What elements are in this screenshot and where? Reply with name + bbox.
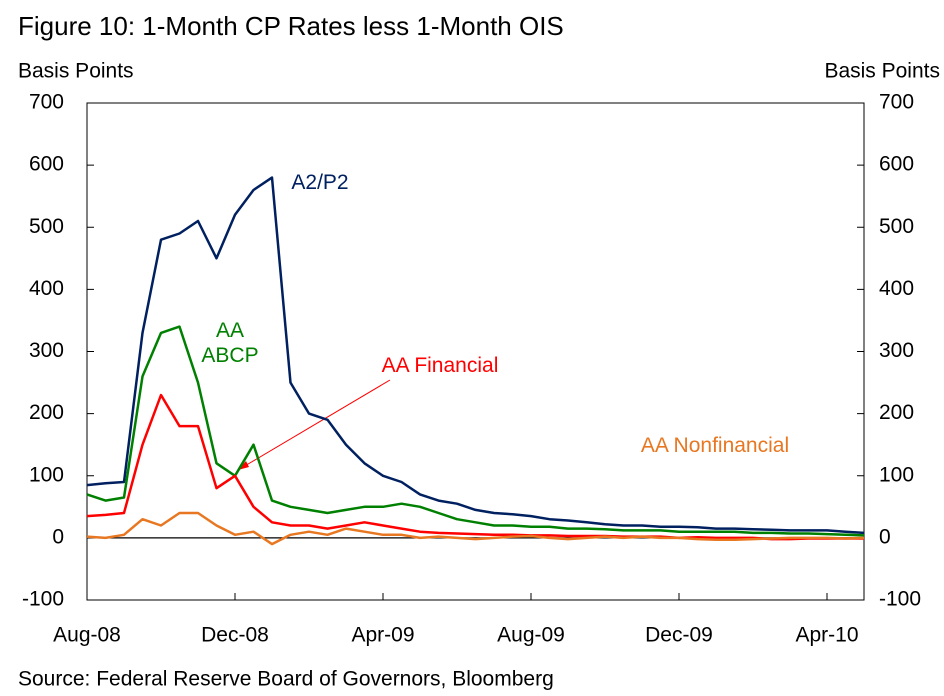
x-tick-label: Aug-08 — [53, 624, 121, 647]
series-label: AA ABCP — [201, 319, 259, 367]
y2-tick-label: 600 — [879, 153, 914, 176]
y-tick-label: 600 — [29, 153, 64, 176]
y-tick-label: 100 — [29, 463, 64, 486]
y2-axis-label: Basis Points — [824, 60, 940, 83]
annotation-arrow — [237, 379, 391, 471]
y2-tick-label: 0 — [879, 525, 891, 548]
y-tick-label: 700 — [29, 91, 64, 114]
source-note: Source: Federal Reserve Board of Governo… — [18, 668, 554, 691]
y-axis-label: Basis Points — [18, 60, 134, 83]
chart-title: Figure 10: 1-Month CP Rates less 1-Month… — [18, 11, 564, 41]
y-tick-label: 400 — [29, 277, 64, 300]
series-line — [86, 325, 865, 537]
y2-tick-label: 500 — [879, 215, 914, 238]
y2-tick-label: -100 — [879, 588, 921, 611]
series-line — [86, 176, 865, 535]
series-line — [86, 511, 865, 546]
x-tick-label: Dec-09 — [645, 624, 713, 647]
series-label: A2/P2 — [291, 171, 349, 194]
y2-tick-label: 700 — [879, 91, 914, 114]
series-line — [86, 393, 864, 541]
y-tick-label: 300 — [29, 339, 64, 362]
x-tick-label: Aug-09 — [497, 624, 565, 647]
y-tick-label: 200 — [29, 401, 64, 424]
x-tick-label: Apr-09 — [351, 624, 414, 647]
y2-tick-label: 200 — [879, 401, 914, 424]
y2-tick-label: 400 — [879, 277, 914, 300]
x-tick-label: Apr-10 — [795, 624, 858, 647]
y-tick-label: -100 — [22, 588, 64, 611]
y-tick-label: 0 — [52, 525, 64, 548]
series-label: AA Nonfinancial — [640, 434, 790, 457]
series-label: AA Financial — [381, 354, 499, 377]
y-tick-label: 500 — [29, 215, 64, 238]
y2-tick-label: 100 — [879, 463, 914, 486]
x-tick-label: Dec-08 — [201, 624, 269, 647]
y2-tick-label: 300 — [879, 339, 914, 362]
